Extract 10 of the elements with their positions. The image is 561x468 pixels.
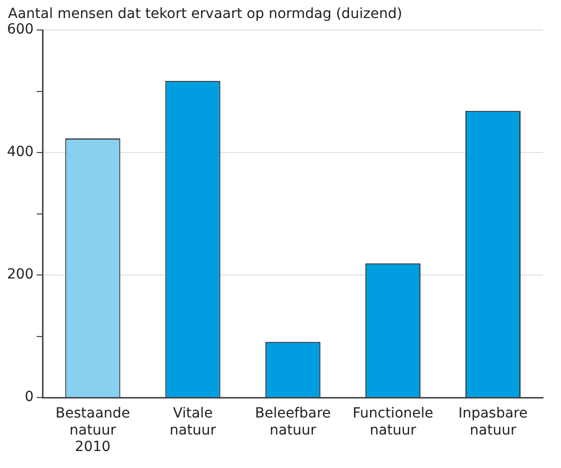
x-tick-label: Beleefbare natuur — [254, 406, 331, 438]
y-tick-label: 0 — [24, 389, 34, 406]
x-tick-label: Inpasbare natuur — [458, 406, 528, 438]
chart-title: Aantal mensen dat tekort ervaart op normdag (duizend) — [8, 6, 402, 22]
x-tick-label: Functionele natuur — [352, 406, 434, 438]
y-tick-label: 200 — [6, 266, 34, 283]
y-tick-label: 400 — [6, 144, 34, 160]
x-tick-label: Bestaande natuur 2010 — [55, 406, 130, 456]
y-tick-label: 600 — [6, 22, 34, 38]
x-tick-label: Vitale natuur — [170, 406, 216, 438]
